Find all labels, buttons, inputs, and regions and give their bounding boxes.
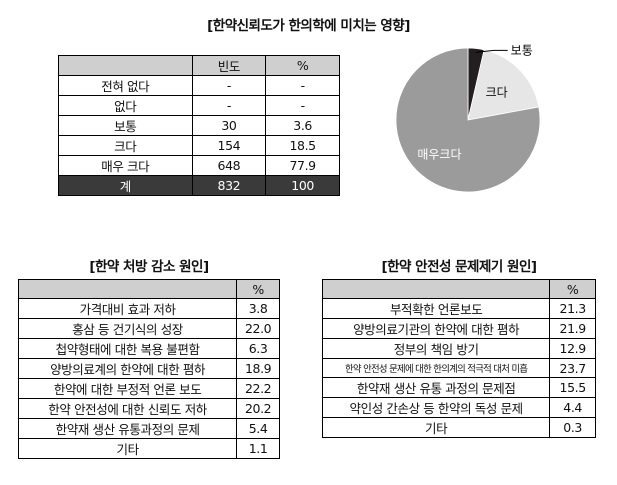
reduction-row: 홍삼 등 건기식의 성장 22.0 bbox=[17, 318, 280, 339]
safety-row-label: 양방의료기관의 한약에 대한 폄하 bbox=[321, 318, 551, 339]
safety-row-value: 21.9 bbox=[549, 318, 596, 339]
reduction-row-value: 6.3 bbox=[236, 338, 280, 359]
safety-row-value: 12.9 bbox=[549, 338, 596, 359]
reduction-row-label: 홍삼 등 건기식의 성장 bbox=[17, 318, 238, 339]
freq-row: 매우 크다 648 77.9 bbox=[58, 155, 340, 176]
freq-row-value: - bbox=[191, 75, 267, 96]
reduction-row-label: 한약 안전성에 대한 신뢰도 저하 bbox=[17, 398, 238, 419]
safety-row-value: 23.7 bbox=[549, 358, 596, 378]
reduction-row-value: 18.9 bbox=[236, 358, 280, 379]
reduction-row-value: 22.2 bbox=[236, 378, 280, 399]
safety-row: 양방의료기관의 한약에 대한 폄하 21.9 bbox=[321, 318, 596, 339]
safety-header-row: % bbox=[321, 279, 596, 299]
frequency-table: 빈도% 전혀 없다 - - 없다 - - 보통 30 3.6 크다 154 18.5 매우 크다 648 77… bbox=[58, 55, 340, 196]
freq-header-cell bbox=[58, 55, 193, 76]
safety-causes-table: % 부적확한 언론보도 21.3 양방의료기관의 한약에 대한 폄하 21.9 정부의 책… bbox=[321, 279, 596, 438]
freq-total-row: 계 832 100 bbox=[58, 175, 340, 196]
reduction-causes-table: % 가격대비 효과 저하 3.8 홍삼 등 건기식의 성장 22.0 첩약형태에 대한 복… bbox=[17, 279, 280, 459]
safety-row: 부적확한 언론보도 21.3 bbox=[321, 298, 596, 319]
safety-row-value: 15.5 bbox=[549, 377, 596, 398]
safety-row-label: 부적확한 언론보도 bbox=[321, 298, 551, 319]
reduction-row: 한약재 생산 유통과정의 문제 5.4 bbox=[17, 418, 280, 439]
safety-row-label: 한약재 생산 유통 과정의 문제점 bbox=[321, 377, 551, 398]
freq-row-label: 없다 bbox=[58, 95, 193, 116]
reduction-header-row: % bbox=[17, 279, 280, 299]
safety-row-label: 정부의 책임 방기 bbox=[321, 338, 551, 359]
reduction-row-label: 기타 bbox=[17, 438, 238, 459]
freq-row-value: 77.9 bbox=[265, 155, 340, 176]
pie-label: 크다 bbox=[486, 86, 508, 100]
freq-row-label: 크다 bbox=[58, 135, 193, 156]
reduction-row: 한약 안전성에 대한 신뢰도 저하 20.2 bbox=[17, 398, 280, 419]
freq-total-value: 832 bbox=[191, 175, 267, 196]
safety-row-label: 약인성 간손상 등 한약의 독성 문제 bbox=[321, 397, 551, 418]
freq-row-label: 보통 bbox=[58, 115, 193, 136]
freq-row: 크다 154 18.5 bbox=[58, 135, 340, 156]
freq-row-value: - bbox=[191, 95, 267, 116]
reduction-row-label: 첩약형태에 대한 복용 불편함 bbox=[17, 338, 238, 359]
safety-row: 약인성 간손상 등 한약의 독성 문제 4.4 bbox=[321, 397, 596, 418]
safety-row-value: 0.3 bbox=[549, 417, 596, 438]
freq-total-value: 100 bbox=[265, 175, 340, 196]
right-table-title: [한약 안전성 문제제기 원인] bbox=[381, 259, 537, 275]
pie-slice bbox=[395, 47, 541, 193]
reduction-row-value: 5.4 bbox=[236, 418, 280, 439]
reduction-row: 한약에 대한 부정적 언론 보도 22.2 bbox=[17, 378, 280, 399]
safety-row-value: 21.3 bbox=[549, 298, 596, 319]
safety-row-value: 4.4 bbox=[549, 397, 596, 418]
safety-row: 한약재 생산 유통 과정의 문제점 15.5 bbox=[321, 377, 596, 398]
top-title: [한약신뢰도가 한의학에 미치는 영향] bbox=[207, 18, 410, 34]
left-table-title: [한약 처방 감소 원인] bbox=[89, 259, 209, 275]
freq-row: 없다 - - bbox=[58, 95, 340, 116]
reduction-row-value: 22.0 bbox=[236, 318, 280, 339]
reduction-row-value: 3.8 bbox=[236, 298, 280, 319]
freq-row: 보통 30 3.6 bbox=[58, 115, 340, 136]
freq-row-value: 648 bbox=[191, 155, 267, 176]
reduction-row-label: 한약재 생산 유통과정의 문제 bbox=[17, 418, 238, 439]
reduction-row-value: 20.2 bbox=[236, 398, 280, 419]
reduction-header-cell: % bbox=[236, 279, 280, 299]
reduction-row: 첩약형태에 대한 복용 불편함 6.3 bbox=[17, 338, 280, 359]
safety-row-label: 기타 bbox=[321, 417, 551, 438]
pie-leader-line bbox=[475, 49, 508, 53]
freq-header-row: 빈도% bbox=[58, 55, 340, 76]
safety-row-label: 한약 안전성 문제에 대한 한의계의 적극적 대처 미흡 bbox=[321, 358, 551, 378]
reduction-row: 양방의료계의 한약에 대한 폄하 18.9 bbox=[17, 358, 280, 379]
freq-header-cell: 빈도 bbox=[191, 55, 267, 76]
freq-row-value: - bbox=[265, 75, 340, 96]
reduction-row-label: 가격대비 효과 저하 bbox=[17, 298, 238, 319]
pie-label: 매우크다 bbox=[417, 147, 461, 161]
reduction-header-cell bbox=[17, 279, 238, 299]
reduction-row-label: 양방의료계의 한약에 대한 폄하 bbox=[17, 358, 238, 379]
freq-row-value: 18.5 bbox=[265, 135, 340, 156]
reduction-row: 기타 1.1 bbox=[17, 438, 280, 459]
freq-row-label: 매우 크다 bbox=[58, 155, 193, 176]
safety-row: 기타 0.3 bbox=[321, 417, 596, 438]
reduction-row: 가격대비 효과 저하 3.8 bbox=[17, 298, 280, 319]
freq-total-label: 계 bbox=[58, 175, 193, 196]
freq-row-value: 154 bbox=[191, 135, 267, 156]
pie-label: 보통 bbox=[511, 43, 533, 57]
freq-row-value: 3.6 bbox=[265, 115, 340, 136]
freq-row: 전혀 없다 - - bbox=[58, 75, 340, 96]
safety-header-cell bbox=[321, 279, 551, 299]
safety-row: 한약 안전성 문제에 대한 한의계의 적극적 대처 미흡 23.7 bbox=[321, 358, 596, 378]
freq-row-value: 30 bbox=[191, 115, 267, 136]
reduction-row-value: 1.1 bbox=[236, 438, 280, 459]
safety-header-cell: % bbox=[549, 279, 596, 299]
freq-row-label: 전혀 없다 bbox=[58, 75, 193, 96]
reduction-row-label: 한약에 대한 부정적 언론 보도 bbox=[17, 378, 238, 399]
freq-header-cell: % bbox=[265, 55, 340, 76]
freq-row-value: - bbox=[265, 95, 340, 116]
safety-row: 정부의 책임 방기 12.9 bbox=[321, 338, 596, 359]
